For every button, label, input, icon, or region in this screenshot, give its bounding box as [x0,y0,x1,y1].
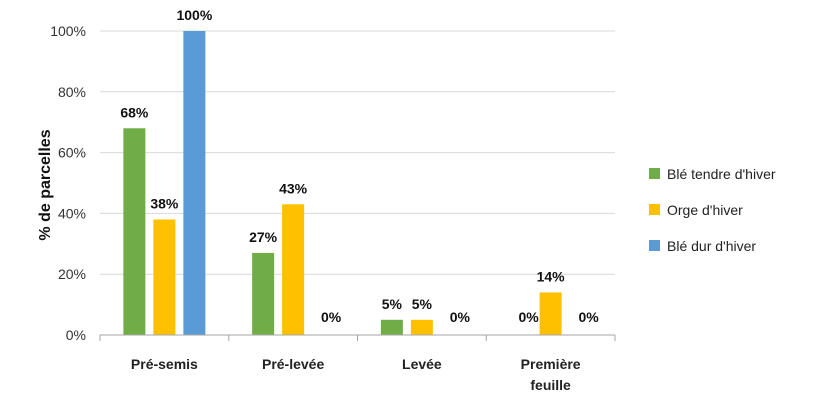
x-tick-label: Première [521,356,581,372]
bar [123,128,146,335]
bar [153,219,176,335]
bar [252,252,275,335]
x-tick-label: Pré-semis [131,356,198,372]
data-label: 100% [176,7,212,23]
data-label: 43% [279,180,308,196]
bar [410,319,433,335]
data-label: 27% [249,229,278,245]
data-labels: 68% 38% 100% 27% 43% 0% 5% 5% 0% 0% 14% 0% [120,7,599,325]
legend-label: Blé tendre d'hiver [667,166,776,182]
bars [123,31,562,335]
y-axis-ticks: 0% 20% 40% 60% 80% 100% [50,23,86,343]
data-label: 5% [382,296,403,312]
data-label: 0% [579,309,600,325]
legend: Blé tendre d'hiver Orge d'hiver Blé dur d'… [649,166,776,254]
legend-swatch [649,168,660,179]
x-tick-label: Levée [402,356,442,372]
y-tick-label: 100% [50,23,86,39]
data-label: 68% [120,104,149,120]
x-tick-label: feuille [530,377,571,393]
y-tick-label: 20% [58,266,86,282]
legend-swatch [649,204,660,215]
category-labels: Pré-semis Pré-levée Levée Première feuille [131,356,581,393]
y-tick-label: 60% [58,145,86,161]
bar [380,319,403,335]
bar [282,204,305,335]
y-tick-label: 0% [66,327,86,343]
y-axis-label: % de parcelles [37,129,54,240]
data-label: 5% [412,296,433,312]
legend-label: Blé dur d'hiver [667,238,756,254]
x-axis [99,334,616,341]
data-label: 38% [150,195,179,211]
data-label: 0% [519,309,540,325]
data-label: 0% [321,309,342,325]
data-label: 14% [537,268,566,284]
data-label: 0% [450,309,471,325]
gridlines [100,30,615,275]
legend-label: Orge d'hiver [667,202,743,218]
y-tick-label: 80% [58,84,86,100]
bar [183,31,206,335]
x-tick-label: Pré-levée [262,356,324,372]
y-tick-label: 40% [58,205,86,221]
legend-swatch [649,240,660,251]
bar [539,292,562,335]
